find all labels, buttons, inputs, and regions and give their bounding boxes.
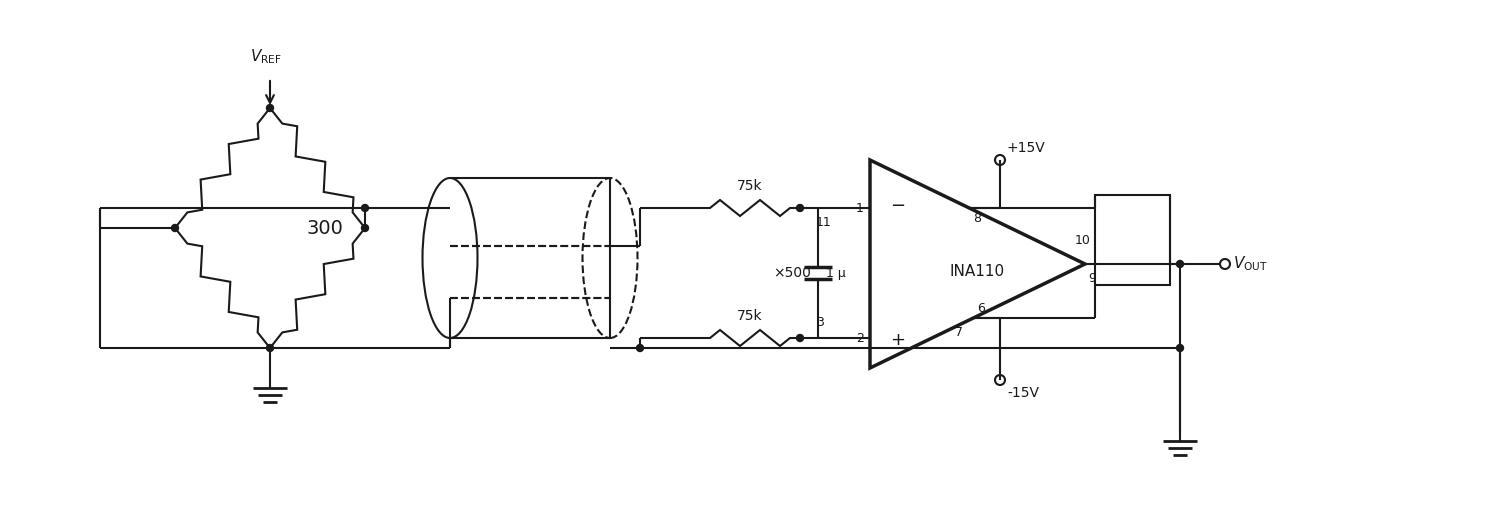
Circle shape xyxy=(796,205,803,211)
Text: $V_{\rm OUT}$: $V_{\rm OUT}$ xyxy=(1233,255,1268,273)
Circle shape xyxy=(796,334,803,342)
Text: 9: 9 xyxy=(1088,272,1096,285)
Text: -15V: -15V xyxy=(1006,386,1039,400)
Text: +15V: +15V xyxy=(1006,141,1045,155)
Text: 1 μ: 1 μ xyxy=(826,266,845,280)
Text: INA110: INA110 xyxy=(950,265,1005,280)
Circle shape xyxy=(361,224,369,232)
Circle shape xyxy=(1176,261,1184,267)
Text: 10: 10 xyxy=(1075,234,1091,247)
Text: ×500: ×500 xyxy=(773,266,811,280)
Text: 3: 3 xyxy=(817,315,824,328)
Text: 6: 6 xyxy=(978,301,985,314)
Bar xyxy=(1094,195,1171,285)
Text: $V_{\rm REF}$: $V_{\rm REF}$ xyxy=(249,47,282,66)
Circle shape xyxy=(1176,344,1184,352)
Circle shape xyxy=(361,205,369,211)
Text: 2: 2 xyxy=(855,331,864,344)
Circle shape xyxy=(266,104,273,112)
Text: 8: 8 xyxy=(973,211,981,224)
Text: 75k: 75k xyxy=(738,179,763,193)
Circle shape xyxy=(172,224,179,232)
Circle shape xyxy=(266,344,273,352)
Text: 300: 300 xyxy=(306,219,343,237)
Text: −: − xyxy=(890,197,905,215)
Text: 75k: 75k xyxy=(738,309,763,323)
Text: 1: 1 xyxy=(855,202,864,215)
Text: 11: 11 xyxy=(817,217,832,230)
Text: +: + xyxy=(890,331,905,349)
Circle shape xyxy=(636,344,643,352)
Text: 7: 7 xyxy=(956,326,963,339)
